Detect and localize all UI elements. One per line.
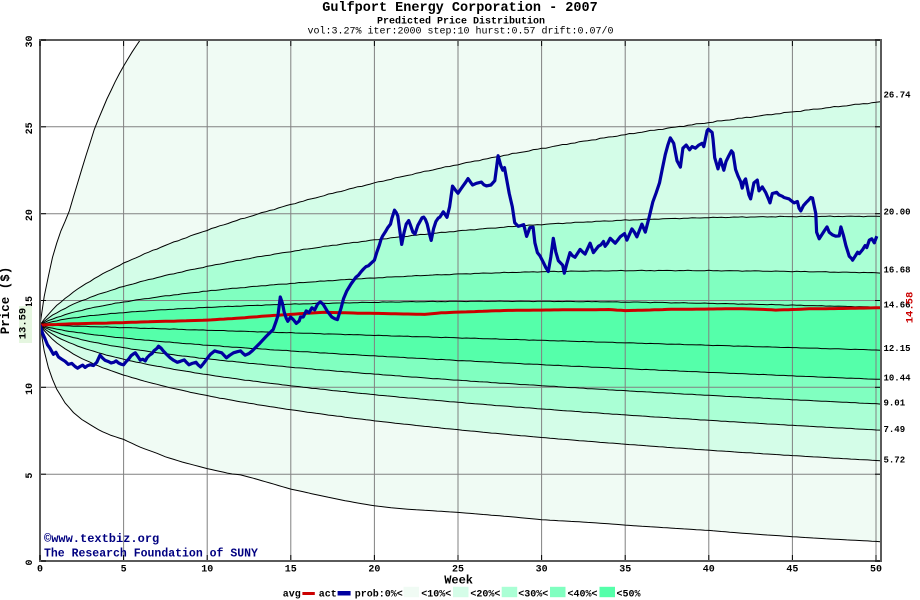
svg-text:14.66: 14.66 (884, 300, 911, 310)
svg-text:45: 45 (786, 565, 798, 576)
svg-text:5.72: 5.72 (884, 456, 906, 466)
svg-text:10.44: 10.44 (884, 374, 912, 384)
svg-text:Price ($): Price ($) (0, 267, 13, 335)
svg-text:7.49: 7.49 (884, 425, 906, 435)
svg-text:5: 5 (121, 565, 127, 576)
svg-text:avg: avg (283, 590, 301, 600)
svg-text:Gulfport Energy Corporation -: Gulfport Energy Corporation - 2007 (322, 1, 597, 16)
svg-text:0: 0 (25, 559, 36, 565)
svg-text:12.15: 12.15 (884, 344, 911, 354)
svg-text:©www.textbiz.org: ©www.textbiz.org (44, 532, 159, 546)
svg-text:13.59: 13.59 (17, 308, 29, 340)
svg-text:Week: Week (444, 574, 473, 588)
svg-text:<10%<: <10%< (421, 590, 451, 600)
svg-text:<50%: <50% (617, 590, 641, 600)
svg-text:30: 30 (25, 35, 36, 47)
svg-text:5: 5 (25, 473, 36, 479)
svg-text:10: 10 (25, 383, 36, 395)
svg-text:14.58: 14.58 (905, 292, 917, 324)
svg-text:act: act (319, 590, 337, 600)
svg-text:25: 25 (25, 122, 36, 134)
svg-text:9.01: 9.01 (884, 399, 906, 409)
svg-text:<40%<: <40%< (568, 590, 598, 600)
svg-text:<30%<: <30%< (518, 590, 548, 600)
svg-text:30: 30 (536, 565, 548, 576)
svg-text:15: 15 (285, 565, 297, 576)
svg-text:<20%<: <20%< (470, 590, 500, 600)
svg-text:25: 25 (452, 565, 464, 576)
svg-text:15: 15 (25, 296, 36, 308)
svg-text:50: 50 (870, 565, 882, 576)
svg-text:0: 0 (37, 565, 43, 576)
svg-text:Predicted Price Distribution: Predicted Price Distribution (377, 16, 545, 28)
svg-text:20: 20 (25, 209, 36, 221)
svg-text:35: 35 (619, 565, 631, 576)
svg-text:The Research Foundation of SUN: The Research Foundation of SUNY (44, 548, 258, 561)
svg-text:20.00: 20.00 (884, 208, 911, 218)
svg-text:prob:0%<: prob:0%< (355, 589, 403, 600)
svg-text:16.68: 16.68 (884, 265, 911, 275)
svg-text:10: 10 (201, 565, 213, 576)
svg-text:40: 40 (703, 565, 715, 576)
svg-text:vol:3.27% iter:2000 step:10 hu: vol:3.27% iter:2000 step:10 hurst:0.57 d… (307, 26, 613, 38)
svg-text:26.74: 26.74 (884, 91, 912, 101)
svg-text:20: 20 (368, 565, 380, 576)
